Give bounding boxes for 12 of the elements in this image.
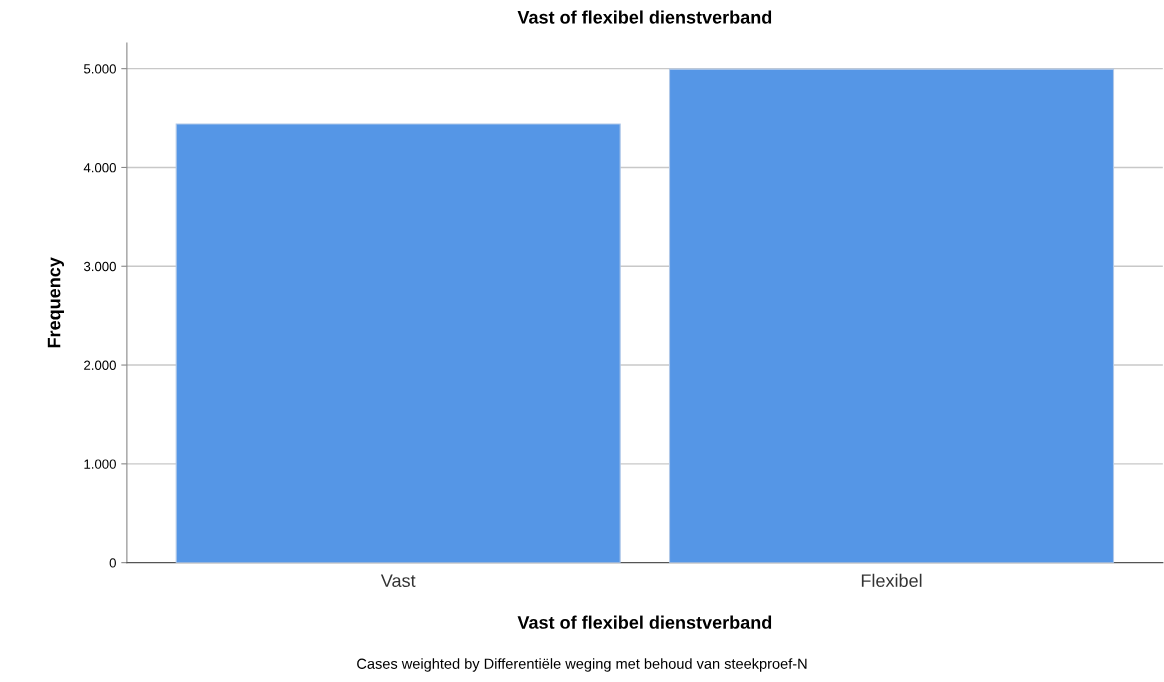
y-axis-title: Frequency xyxy=(47,257,64,348)
chart-title: Vast of flexibel dienstverband xyxy=(517,10,772,24)
y-tick-label: 0 xyxy=(109,558,116,568)
y-tick-label: 1.000 xyxy=(84,459,116,469)
x-tick-label: Flexibel xyxy=(861,573,922,588)
y-tick-label: 4.000 xyxy=(83,163,116,173)
text: Cases weighted by Differentiële weging met behoud van steekproef-N xyxy=(357,658,807,672)
x-tick-label: Vast xyxy=(380,574,416,588)
y-tick-label: 5.000 xyxy=(83,64,116,74)
y-tick-label: 3.000 xyxy=(83,261,116,272)
x-axis-title: Vast of flexibel dienstverband xyxy=(517,615,772,629)
y-tick-label: 2.000 xyxy=(84,360,116,370)
